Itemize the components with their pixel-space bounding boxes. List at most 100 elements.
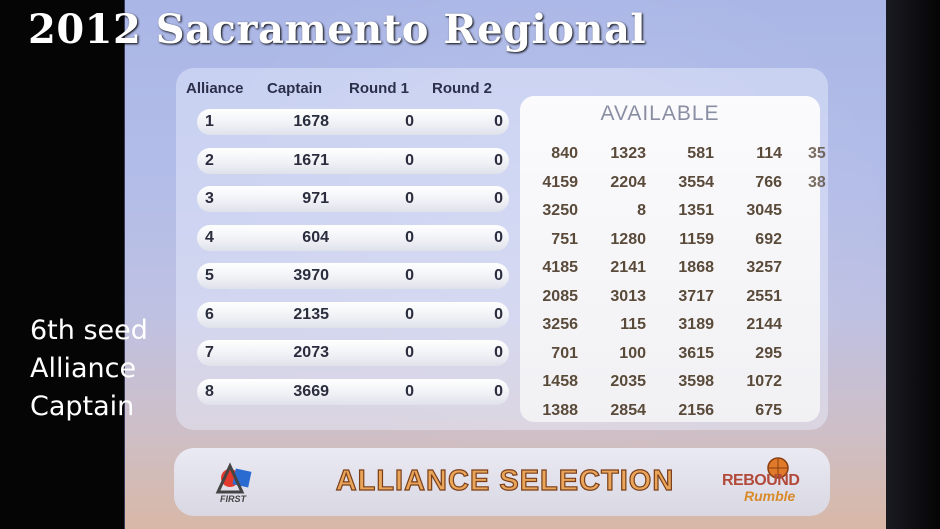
captain-team: 971 — [302, 190, 329, 207]
table-row: 2 1671 0 0 — [197, 147, 509, 174]
available-team: 8 — [637, 202, 646, 219]
caption-line: Alliance — [30, 353, 137, 384]
available-team: 2551 — [746, 287, 782, 305]
available-team: 2156 — [678, 401, 714, 419]
available-team: 35 — [808, 145, 826, 162]
caption-line: 6th seed — [30, 315, 148, 346]
captain-team: 1678 — [293, 113, 329, 130]
game-logo-top: REBOUND — [722, 472, 800, 489]
alliance-number: 6 — [205, 305, 214, 323]
captain-team: 2073 — [293, 344, 329, 361]
available-team: 3256 — [542, 316, 578, 333]
header-round-2: Round 2 — [432, 80, 492, 97]
round-2-pick: 0 — [494, 113, 503, 130]
captain-team: 604 — [302, 228, 329, 246]
first-logo-text: FIRST — [220, 494, 246, 504]
rebound-rumble-logo-icon — [767, 457, 789, 479]
available-team: 1280 — [610, 230, 646, 248]
available-team: 701 — [551, 344, 578, 362]
round-1-pick: 0 — [405, 344, 414, 361]
game-logo-bottom: Rumble — [744, 488, 796, 504]
available-team: 2035 — [610, 373, 646, 390]
alliance-number: 1 — [205, 113, 214, 130]
header-round-1: Round 1 — [349, 80, 409, 97]
alliance-number: 5 — [205, 267, 214, 284]
available-team: 295 — [755, 344, 782, 362]
available-team: 3717 — [678, 287, 714, 305]
round-2-pick: 0 — [494, 228, 503, 246]
captain-team: 1671 — [293, 151, 329, 169]
table-header: Alliance Captain Round 1 Round 2 — [186, 80, 506, 100]
available-team: 100 — [619, 344, 646, 362]
round-2-pick: 0 — [494, 267, 503, 284]
screen-edge-shadow — [886, 0, 940, 529]
available-team: 3045 — [746, 202, 782, 219]
available-team: 4159 — [542, 173, 578, 191]
round-2-pick: 0 — [494, 344, 503, 361]
available-team: 1323 — [610, 145, 646, 162]
available-team: 1868 — [678, 259, 714, 276]
round-1-pick: 0 — [405, 151, 414, 169]
available-team: 1159 — [679, 230, 714, 248]
available-team: 4185 — [542, 259, 578, 276]
round-1-pick: 0 — [405, 382, 414, 400]
bottom-banner — [174, 448, 830, 516]
available-team: 3598 — [678, 373, 714, 390]
header-alliance: Alliance — [186, 80, 244, 97]
captain-team: 2135 — [293, 305, 329, 323]
table-row: 8 3669 0 0 — [197, 378, 509, 405]
event-title: 2012 Sacramento Regional — [28, 6, 647, 53]
alliance-number: 2 — [205, 151, 214, 169]
round-1-pick: 0 — [405, 228, 414, 246]
caption-line: Captain — [30, 391, 135, 422]
round-2-pick: 0 — [494, 382, 503, 400]
available-team: 2204 — [610, 173, 646, 191]
available-team: 3554 — [678, 173, 714, 191]
table-row: 6 2135 0 0 — [197, 301, 509, 328]
available-team: 115 — [620, 316, 646, 333]
table-row: 3 971 0 0 — [197, 186, 509, 212]
available-team: 1072 — [746, 373, 782, 390]
alliance-number: 4 — [205, 228, 214, 246]
available-team: 38 — [808, 173, 826, 191]
available-team: 751 — [551, 230, 578, 248]
alliance-selection-title: ALLIANCE SELECTION — [335, 464, 675, 497]
first-logo-icon — [215, 462, 252, 494]
available-team: 3615 — [678, 344, 714, 362]
round-2-pick: 0 — [494, 305, 503, 323]
available-team: 114 — [756, 145, 782, 162]
round-1-pick: 0 — [405, 113, 414, 130]
available-team: 840 — [551, 145, 578, 162]
table-row: 5 3970 0 0 — [197, 263, 509, 289]
round-1-pick: 0 — [405, 267, 414, 284]
alliance-number: 8 — [205, 382, 214, 400]
table-row: 4 604 0 0 — [197, 224, 509, 251]
available-team: 675 — [755, 401, 782, 419]
captain-team: 3669 — [293, 382, 329, 400]
available-team: 2141 — [610, 259, 646, 276]
available-team: 1351 — [678, 202, 714, 219]
available-title: AVAILABLE — [600, 102, 720, 125]
alliance-number: 7 — [205, 344, 214, 361]
round-1-pick: 0 — [405, 305, 414, 323]
round-1-pick: 0 — [405, 190, 414, 207]
available-team: 1458 — [542, 373, 578, 390]
available-panel: AVAILABLE — [520, 96, 820, 422]
available-team: 1388 — [542, 401, 578, 419]
available-team: 3189 — [678, 316, 714, 333]
available-team: 3250 — [542, 202, 578, 219]
available-team: 3013 — [610, 287, 646, 305]
available-team: 2085 — [542, 287, 578, 305]
available-team: 2144 — [746, 316, 782, 333]
available-team: 692 — [755, 230, 782, 248]
round-2-pick: 0 — [494, 190, 503, 207]
captain-team: 3970 — [293, 267, 329, 284]
available-team: 581 — [687, 145, 714, 162]
seed-caption: 6th seed Alliance Captain — [30, 312, 170, 426]
header-captain: Captain — [267, 80, 323, 97]
table-row: 7 2073 0 0 — [197, 340, 509, 366]
table-row: 1 1678 0 0 — [197, 109, 509, 135]
available-team: 3257 — [746, 259, 782, 276]
available-team: 766 — [755, 173, 782, 191]
alliance-number: 3 — [205, 190, 214, 207]
